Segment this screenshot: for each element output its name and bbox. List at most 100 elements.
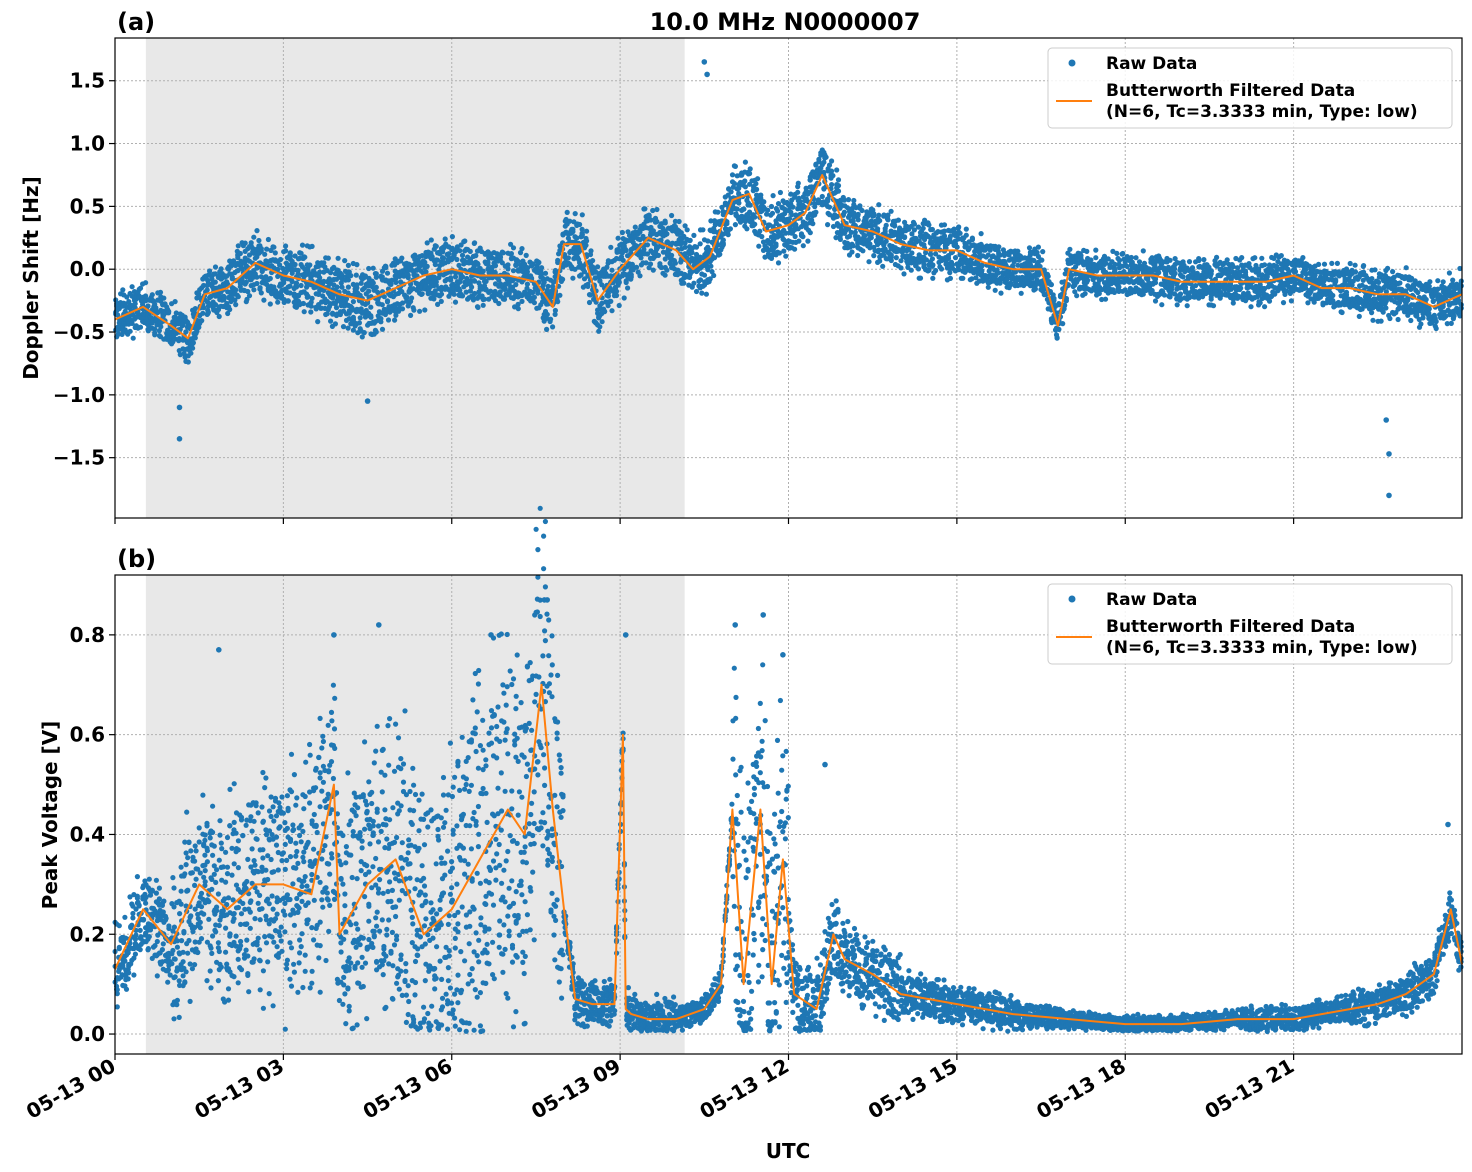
doppler-point <box>373 329 379 335</box>
doppler-point <box>505 262 511 268</box>
doppler-point <box>254 280 260 287</box>
doppler-point <box>227 306 233 313</box>
doppler-point <box>333 305 340 311</box>
doppler-point <box>242 240 248 246</box>
doppler-point <box>316 291 322 297</box>
doppler-point <box>531 294 538 300</box>
doppler-point <box>501 296 508 302</box>
doppler-point <box>212 271 218 277</box>
doppler-point <box>237 250 243 257</box>
doppler-point <box>302 254 308 260</box>
doppler-point <box>405 272 411 278</box>
doppler-point <box>361 330 367 336</box>
doppler-point <box>877 218 883 224</box>
doppler-point <box>366 288 372 294</box>
doppler-point <box>687 237 693 243</box>
doppler-point <box>339 284 345 290</box>
doppler-point <box>295 267 301 273</box>
doppler-point <box>304 283 310 289</box>
doppler-point <box>664 231 670 237</box>
doppler-point <box>655 252 662 258</box>
doppler-point <box>497 254 504 260</box>
doppler-point <box>1074 293 1080 299</box>
doppler-point <box>308 303 314 309</box>
doppler-point <box>183 329 189 335</box>
doppler-point <box>145 303 151 309</box>
doppler-point <box>467 278 473 284</box>
doppler-point <box>669 252 675 258</box>
doppler-point <box>1186 259 1193 265</box>
doppler-point <box>353 272 359 278</box>
doppler-point <box>122 308 128 314</box>
doppler-point <box>926 267 932 273</box>
doppler-point <box>271 244 277 250</box>
doppler-point <box>849 249 855 255</box>
doppler-point <box>192 335 198 341</box>
doppler-point <box>852 229 858 235</box>
doppler-point <box>1356 313 1362 319</box>
doppler-point <box>199 318 205 324</box>
panel-a-raw-data <box>113 59 1464 499</box>
doppler-point <box>254 274 260 280</box>
doppler-point <box>829 182 835 188</box>
doppler-point <box>825 222 831 228</box>
doppler-point <box>1321 261 1328 267</box>
doppler-point <box>235 255 241 261</box>
doppler-point <box>530 289 536 296</box>
doppler-point <box>542 270 549 276</box>
doppler-point <box>450 281 456 287</box>
doppler-point <box>960 275 966 281</box>
doppler-point <box>451 291 457 297</box>
doppler-point <box>204 287 210 293</box>
doppler-point <box>207 268 213 274</box>
doppler-point <box>1026 245 1033 251</box>
doppler-point <box>1334 260 1340 266</box>
doppler-point <box>324 311 330 317</box>
doppler-point <box>949 262 956 268</box>
doppler-point <box>258 246 264 252</box>
doppler-point <box>389 277 395 283</box>
doppler-point <box>628 274 634 280</box>
doppler-point <box>648 217 654 223</box>
doppler-point <box>773 243 779 249</box>
doppler-point <box>384 299 391 305</box>
doppler-point <box>595 264 601 270</box>
doppler-point <box>1040 249 1046 255</box>
doppler-point <box>245 288 251 295</box>
doppler-point <box>1201 257 1207 263</box>
doppler-point <box>701 272 708 278</box>
doppler-point <box>149 292 155 298</box>
doppler-point <box>917 275 924 281</box>
doppler-point <box>356 320 362 326</box>
doppler-point <box>662 272 668 278</box>
doppler-point <box>1376 279 1382 285</box>
doppler-point <box>572 211 578 217</box>
doppler-point <box>328 270 334 276</box>
doppler-point <box>548 316 554 322</box>
doppler-point <box>978 231 984 237</box>
doppler-point <box>565 255 572 261</box>
doppler-point <box>1330 292 1336 299</box>
doppler-point <box>550 283 556 290</box>
doppler-point <box>1018 290 1024 296</box>
doppler-point <box>429 254 435 260</box>
doppler-point <box>1196 257 1202 264</box>
doppler-point <box>586 299 593 306</box>
doppler-point <box>335 255 341 261</box>
doppler-point <box>292 261 298 268</box>
doppler-point <box>423 269 429 275</box>
doppler-point <box>328 318 334 324</box>
doppler-point <box>431 296 437 302</box>
doppler-point <box>620 257 626 263</box>
doppler-point <box>225 310 231 317</box>
doppler-point <box>871 253 877 259</box>
doppler-point <box>754 186 760 192</box>
doppler-point <box>1012 269 1019 275</box>
doppler-point <box>544 311 550 318</box>
doppler-point <box>467 288 473 294</box>
doppler-point <box>289 279 295 285</box>
doppler-point <box>684 227 690 233</box>
doppler-point <box>438 298 444 304</box>
doppler-point <box>731 180 738 187</box>
doppler-point <box>715 209 721 215</box>
